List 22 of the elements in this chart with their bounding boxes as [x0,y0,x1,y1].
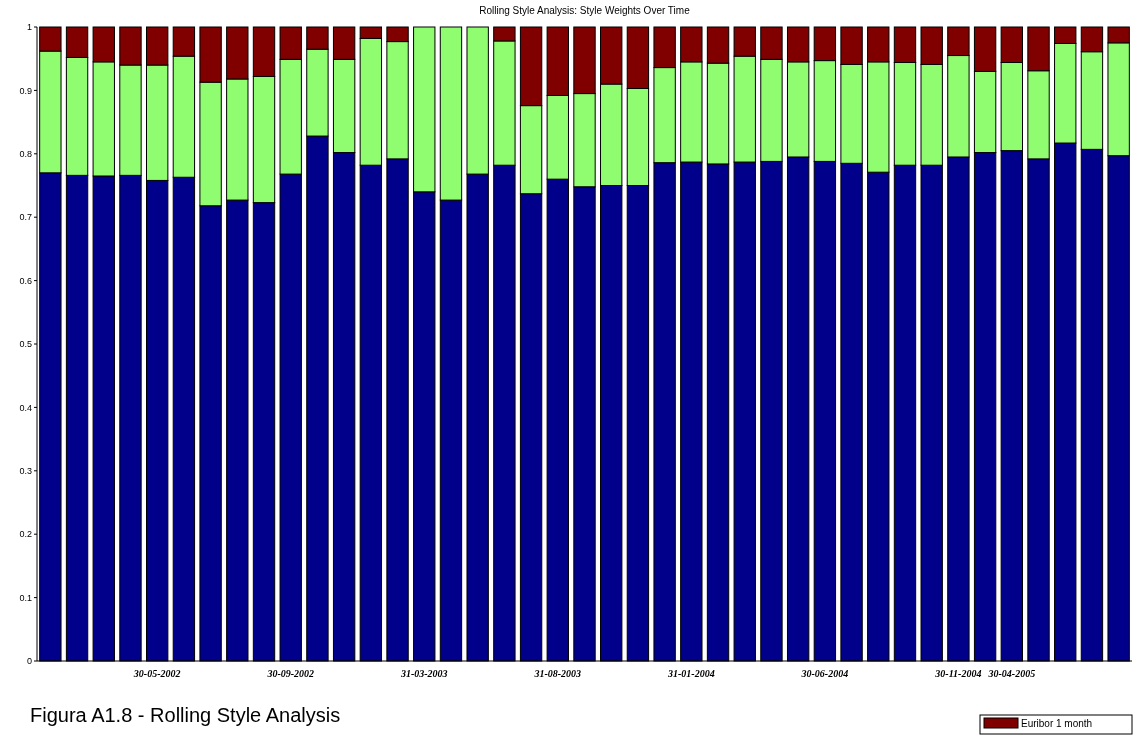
x-tick-label: 31-03-2003 [399,668,448,679]
text: Figura A1.8 - Rolling Style Analysis [30,704,341,726]
x-tick-label: 30-06-2004 [800,668,849,679]
chart-title: Rolling Style Analysis: Style Weights Over Time [479,5,691,16]
y-tick-label: 0.6 [19,275,32,286]
y-tick-label: 0.4 [19,402,32,413]
y-tick-label: 0.7 [19,212,32,223]
y-tick-label: 1 [26,22,32,33]
x-tick-label: 31-08-2003 [533,668,582,679]
y-tick-label: 0.5 [19,339,32,350]
y-tick-label: 0.2 [19,529,32,540]
legend-label: Euribor 1 month [1021,717,1093,729]
y-tick-label: 0.9 [19,85,32,96]
y-tick-label: 0.3 [19,465,32,476]
y-tick-label: 0 [26,656,32,667]
y-tick-label: 0.8 [19,148,32,159]
y-tick-label: 0.1 [19,592,32,603]
x-tick-label: 30-05-2002 [132,668,181,679]
x-tick-label: 30-09-2002 [266,668,315,679]
x-tick-label: 31-01-2004 [666,668,715,679]
x-tick-label: 30-11-2004 [934,668,982,679]
x-tick-label: 30-04-2005 [987,668,1036,679]
